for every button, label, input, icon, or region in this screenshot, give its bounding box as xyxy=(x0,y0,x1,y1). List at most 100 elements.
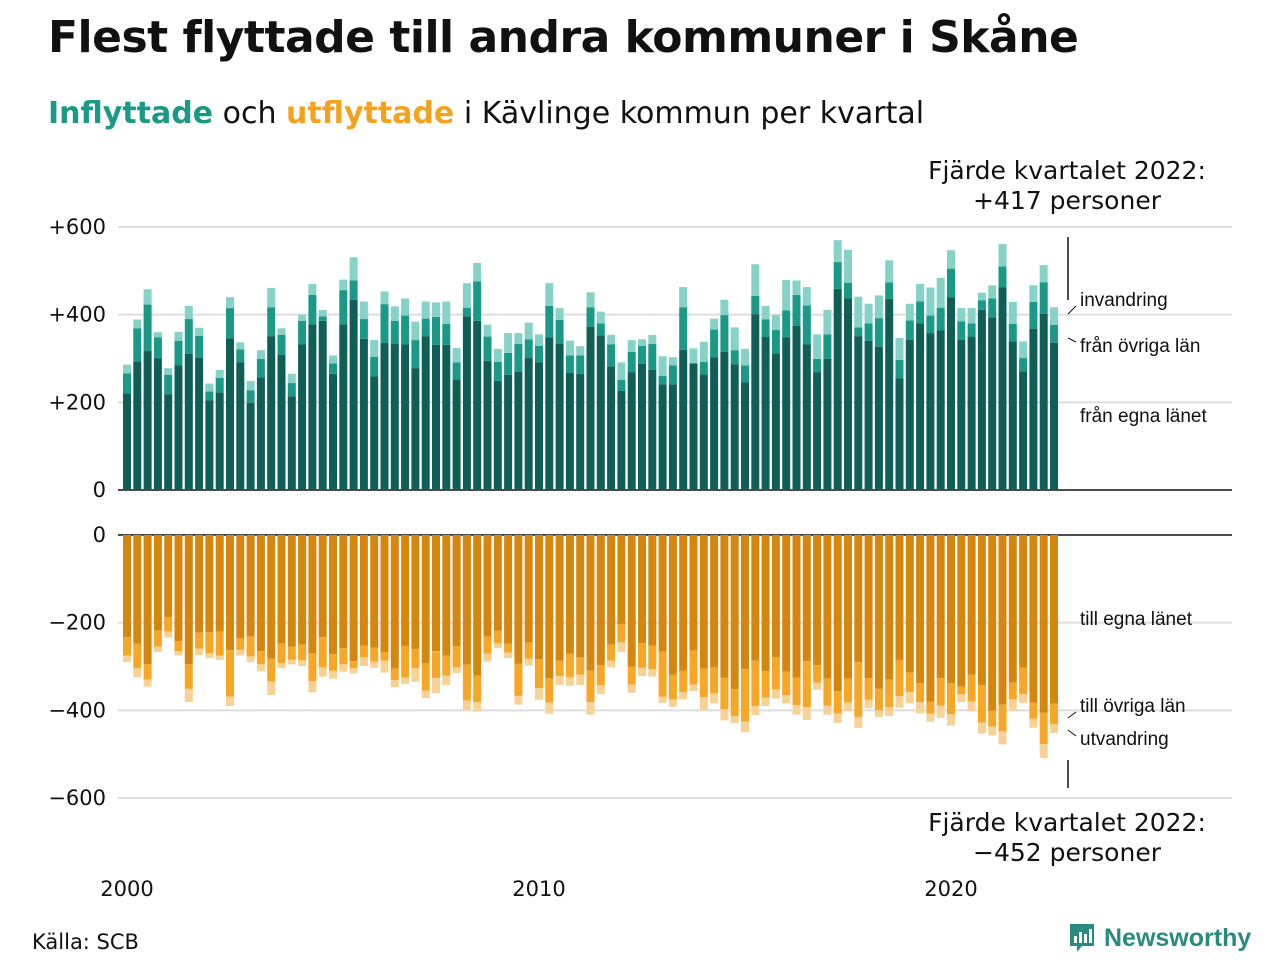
bar-in-0 xyxy=(895,378,904,490)
bar-out-2 xyxy=(143,679,152,687)
bar-in-0 xyxy=(370,376,379,490)
bar-in-1 xyxy=(298,320,307,345)
bar-out-1 xyxy=(596,665,605,686)
bar-out-1 xyxy=(462,664,471,701)
bar-in-2 xyxy=(1019,341,1028,359)
bar-in-2 xyxy=(1029,285,1038,302)
bar-out-0 xyxy=(977,535,986,685)
bar-out-2 xyxy=(174,651,183,656)
newsworthy-logo-icon xyxy=(1070,924,1094,952)
bar-out-2 xyxy=(359,657,368,667)
bar-out-1 xyxy=(133,643,142,669)
annotation-bottom-line2: −452 personer xyxy=(973,838,1161,867)
bar-out-2 xyxy=(236,649,245,656)
bar-out-1 xyxy=(916,683,925,703)
bar-in-2 xyxy=(298,314,307,321)
bar-out-0 xyxy=(545,535,554,679)
bar-out-1 xyxy=(967,674,976,702)
chart-subtitle: Inflyttade och utflyttade i Kävlinge kom… xyxy=(48,96,924,131)
bar-in-0 xyxy=(617,390,626,490)
bar-out-0 xyxy=(617,535,626,624)
bar-in-0 xyxy=(689,363,698,490)
bar-in-0 xyxy=(710,357,719,490)
bar-out-2 xyxy=(1019,694,1028,703)
bar-out-2 xyxy=(555,676,564,685)
bar-in-1 xyxy=(236,349,245,363)
bar-out-1 xyxy=(957,686,966,695)
bar-out-0 xyxy=(658,535,667,652)
bar-in-1 xyxy=(287,383,296,397)
bar-out-0 xyxy=(329,535,337,655)
bar-out-2 xyxy=(617,642,626,653)
bar-out-1 xyxy=(679,670,688,692)
bar-out-0 xyxy=(648,535,657,646)
subtitle-connector: och xyxy=(222,96,277,131)
bar-out-1 xyxy=(977,684,986,723)
bar-out-2 xyxy=(792,705,801,715)
bar-out-0 xyxy=(256,535,265,652)
bar-in-0 xyxy=(699,374,708,490)
bar-out-0 xyxy=(164,535,173,617)
bar-out-2 xyxy=(133,668,142,678)
bar-in-2 xyxy=(844,249,852,283)
bar-in-0 xyxy=(916,323,925,490)
bar-out-1 xyxy=(813,665,822,683)
bar-out-0 xyxy=(504,535,513,644)
bar-in-1 xyxy=(514,344,523,372)
bar-out-0 xyxy=(277,535,286,644)
bar-out-0 xyxy=(782,535,791,672)
bar-in-1 xyxy=(967,323,976,337)
bar-in-1 xyxy=(133,328,142,362)
bar-in-1 xyxy=(215,377,224,393)
bar-in-2 xyxy=(741,348,749,366)
bar-out-0 xyxy=(143,535,152,665)
bar-in-1 xyxy=(874,318,883,347)
bar-out-1 xyxy=(905,672,914,692)
bar-in-2 xyxy=(957,308,966,322)
bar-in-0 xyxy=(184,353,193,490)
bar-out-2 xyxy=(844,702,852,711)
brand-name: Newsworthy xyxy=(1104,923,1252,952)
bar-out-2 xyxy=(596,685,605,695)
bar-in-2 xyxy=(308,283,317,295)
bar-out-2 xyxy=(246,656,255,663)
bar-in-1 xyxy=(1029,301,1038,329)
bar-in-0 xyxy=(411,368,420,490)
bar-out-2 xyxy=(535,687,543,700)
bar-in-1 xyxy=(318,316,327,321)
bar-out-0 xyxy=(813,535,822,666)
bar-in-2 xyxy=(1039,265,1048,283)
bar-out-2 xyxy=(483,653,492,662)
bar-out-1 xyxy=(298,644,307,661)
bar-out-2 xyxy=(1050,724,1058,734)
axis-ticks: +600 +400 +200 0 0 −200 −400 −600 2000 2010 2020 xyxy=(48,215,977,901)
bar-out-0 xyxy=(936,535,945,679)
bar-in-1 xyxy=(483,336,492,361)
bar-out-2 xyxy=(782,694,791,704)
bar-in-0 xyxy=(483,360,492,490)
bar-in-1 xyxy=(256,358,265,378)
bar-in-0 xyxy=(967,336,976,490)
bar-in-1 xyxy=(823,334,832,359)
bar-in-1 xyxy=(504,352,513,375)
bar-out-0 xyxy=(627,535,636,667)
bar-out-2 xyxy=(514,695,523,705)
bar-in-1 xyxy=(308,294,317,325)
bar-in-2 xyxy=(874,295,883,319)
bar-out-0 xyxy=(926,535,935,702)
bar-in-0 xyxy=(329,373,337,490)
annotation-top-line2: +417 personer xyxy=(973,186,1161,215)
bar-out-0 xyxy=(885,535,894,680)
bar-in-1 xyxy=(164,374,173,395)
bar-in-2 xyxy=(782,280,791,311)
bar-in-1 xyxy=(277,334,286,355)
bar-out-2 xyxy=(607,660,616,668)
bar-in-1 xyxy=(668,365,677,385)
bar-out-2 xyxy=(205,653,214,659)
series-label-in: från egna länet xyxy=(1080,406,1207,427)
bar-out-0 xyxy=(668,535,677,675)
bar-out-1 xyxy=(267,658,276,682)
bar-out-2 xyxy=(308,680,317,693)
bar-in-2 xyxy=(359,301,368,320)
series-label-out: utvandring xyxy=(1080,729,1169,750)
